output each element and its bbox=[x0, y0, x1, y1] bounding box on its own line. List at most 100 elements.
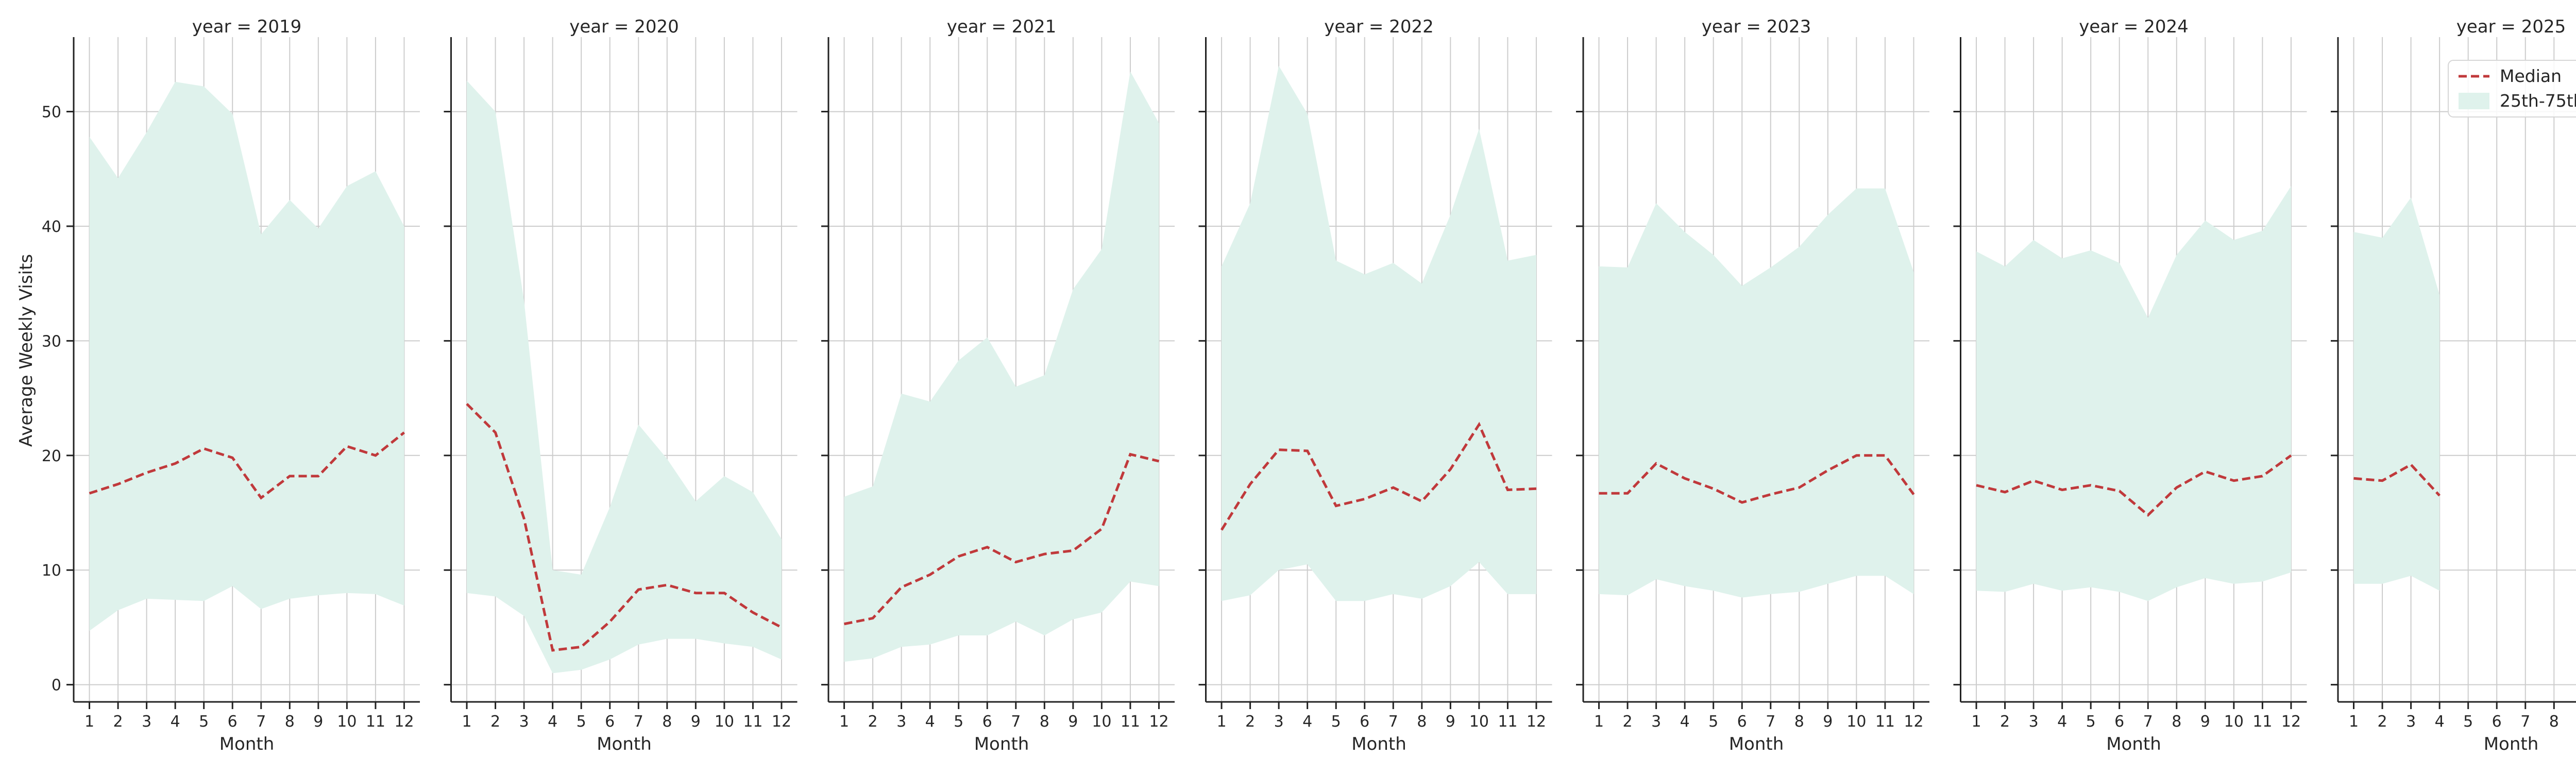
x-tick-label: 9 bbox=[1068, 713, 1078, 731]
x-tick-label: 6 bbox=[2114, 713, 2124, 731]
x-tick-label: 3 bbox=[142, 713, 151, 731]
x-tick-label: 3 bbox=[519, 713, 529, 731]
y-tick-label: 30 bbox=[42, 332, 61, 350]
x-tick-label: 9 bbox=[313, 713, 323, 731]
panel-title: year = 2023 bbox=[1702, 16, 1811, 37]
x-tick-label: 5 bbox=[2463, 713, 2473, 731]
x-tick-label: 2 bbox=[1245, 713, 1255, 731]
x-tick-label: 7 bbox=[2520, 713, 2530, 731]
x-tick-label: 10 bbox=[337, 713, 357, 731]
x-tick-label: 3 bbox=[896, 713, 906, 731]
panel-title: year = 2019 bbox=[192, 16, 301, 37]
x-tick-label: 4 bbox=[1680, 713, 1690, 731]
x-tick-label: 7 bbox=[1011, 713, 1021, 731]
x-tick-label: 4 bbox=[2435, 713, 2445, 731]
x-axis-label: Month bbox=[2484, 734, 2539, 754]
x-tick-label: 10 bbox=[715, 713, 734, 731]
x-tick-label: 7 bbox=[256, 713, 266, 731]
x-tick-label: 2 bbox=[2378, 713, 2387, 731]
x-tick-label: 4 bbox=[2057, 713, 2067, 731]
x-tick-label: 4 bbox=[548, 713, 557, 731]
x-tick-label: 9 bbox=[1823, 713, 1833, 731]
x-tick-label: 8 bbox=[285, 713, 295, 731]
x-tick-label: 5 bbox=[1331, 713, 1341, 731]
x-tick-label: 1 bbox=[839, 713, 849, 731]
x-tick-label: 8 bbox=[1040, 713, 1049, 731]
percentile-band bbox=[1599, 188, 1914, 598]
percentile-band bbox=[844, 71, 1159, 662]
x-tick-label: 6 bbox=[1737, 713, 1747, 731]
x-tick-label: 6 bbox=[2492, 713, 2502, 731]
x-tick-label: 4 bbox=[1302, 713, 1312, 731]
x-tick-label: 5 bbox=[577, 713, 586, 731]
x-tick-label: 11 bbox=[743, 713, 762, 731]
panel-title: year = 2021 bbox=[947, 16, 1056, 37]
x-tick-label: 12 bbox=[772, 713, 791, 731]
x-tick-label: 1 bbox=[1971, 713, 1981, 731]
percentile-band bbox=[89, 81, 404, 631]
x-tick-label: 7 bbox=[634, 713, 643, 731]
x-tick-label: 12 bbox=[1527, 713, 1546, 731]
x-tick-label: 6 bbox=[982, 713, 992, 731]
percentile-band bbox=[467, 80, 782, 674]
x-tick-label: 1 bbox=[2349, 713, 2359, 731]
x-tick-label: 7 bbox=[1388, 713, 1398, 731]
percentile-band bbox=[2353, 197, 2440, 591]
percentile-band bbox=[1976, 186, 2291, 601]
x-tick-label: 10 bbox=[2224, 713, 2244, 731]
x-tick-label: 6 bbox=[605, 713, 615, 731]
x-tick-label: 9 bbox=[1446, 713, 1455, 731]
x-tick-label: 7 bbox=[1766, 713, 1775, 731]
x-axis-label: Month bbox=[2106, 734, 2161, 754]
x-tick-label: 1 bbox=[1594, 713, 1604, 731]
y-tick-label: 50 bbox=[42, 104, 61, 122]
median-line bbox=[466, 402, 783, 652]
x-tick-label: 5 bbox=[954, 713, 963, 731]
x-axis-label: Month bbox=[1351, 734, 1406, 754]
panel-title: year = 2024 bbox=[2079, 16, 2188, 37]
x-axis-label: Month bbox=[219, 734, 275, 754]
median-line bbox=[1599, 454, 1915, 504]
legend-median-label: Median bbox=[2500, 66, 2562, 86]
x-tick-label: 1 bbox=[462, 713, 471, 731]
x-tick-label: 10 bbox=[1092, 713, 1111, 731]
x-tick-label: 5 bbox=[199, 713, 209, 731]
x-tick-label: 7 bbox=[2143, 713, 2153, 731]
x-tick-label: 8 bbox=[662, 713, 672, 731]
x-tick-label: 6 bbox=[1360, 713, 1369, 731]
x-axis-label: Month bbox=[1729, 734, 1784, 754]
x-axis-label: Month bbox=[597, 734, 652, 754]
x-tick-label: 11 bbox=[366, 713, 385, 731]
x-tick-label: 3 bbox=[1274, 713, 1284, 731]
x-tick-label: 8 bbox=[1417, 713, 1427, 731]
panel-title: year = 2020 bbox=[569, 16, 679, 37]
x-tick-label: 12 bbox=[1149, 713, 1168, 731]
x-tick-label: 3 bbox=[1651, 713, 1661, 731]
x-tick-label: 12 bbox=[1904, 713, 1923, 731]
median-line bbox=[89, 431, 405, 500]
x-tick-label: 12 bbox=[394, 713, 414, 731]
y-tick-label: 0 bbox=[52, 677, 61, 695]
x-tick-label: 11 bbox=[2252, 713, 2272, 731]
x-tick-label: 4 bbox=[171, 713, 180, 731]
x-tick-label: 3 bbox=[2029, 713, 2039, 731]
x-tick-label: 1 bbox=[84, 713, 94, 731]
x-tick-label: 2 bbox=[2000, 713, 2010, 731]
y-axis-label: Average Weekly Visits bbox=[16, 254, 37, 447]
x-tick-label: 11 bbox=[1875, 713, 1895, 731]
x-tick-label: 8 bbox=[2172, 713, 2181, 731]
median-line bbox=[1976, 454, 2292, 517]
x-tick-label: 4 bbox=[925, 713, 935, 731]
percentile-band bbox=[1222, 65, 1536, 601]
panel-title: year = 2025 bbox=[2456, 16, 2566, 37]
x-tick-label: 6 bbox=[228, 713, 238, 731]
x-tick-label: 12 bbox=[2281, 713, 2301, 731]
